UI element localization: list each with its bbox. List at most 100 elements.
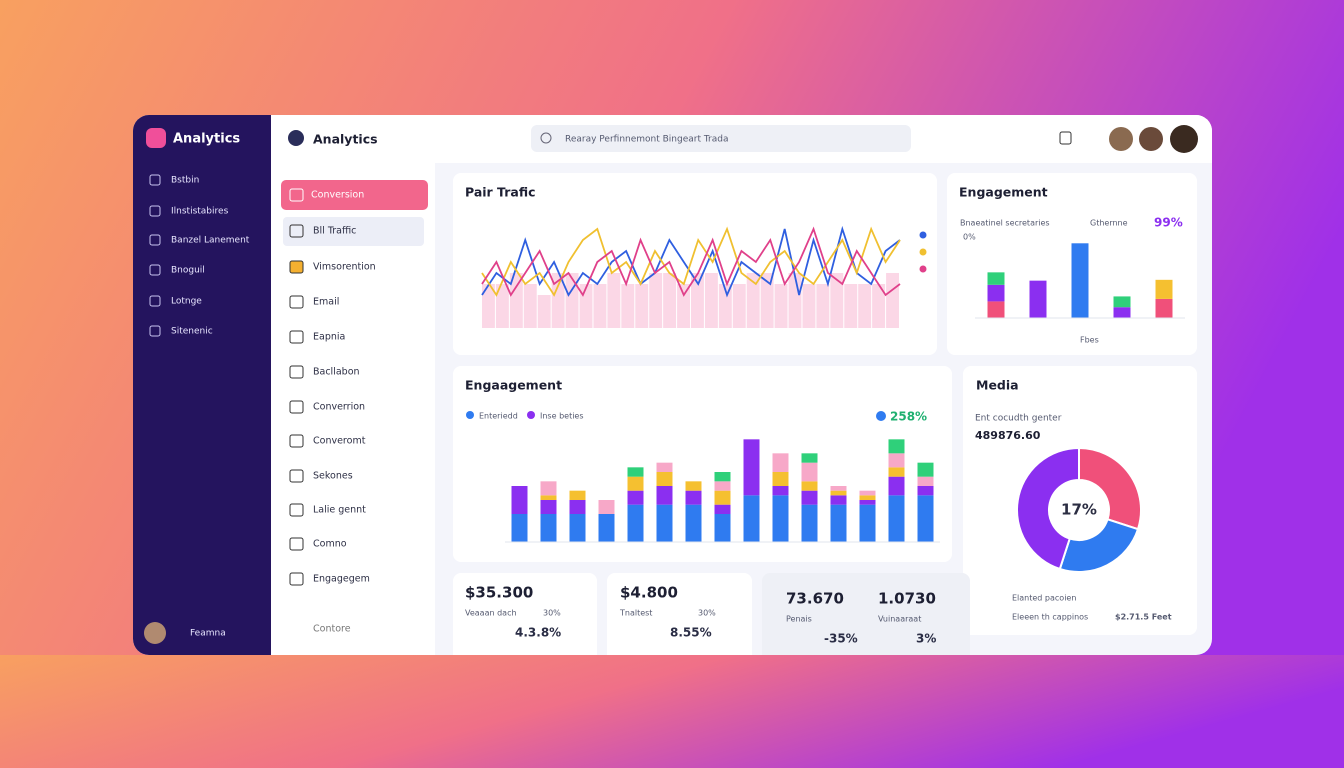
bar-segment: [714, 481, 731, 491]
card: [453, 366, 952, 562]
bar-segment: [859, 504, 876, 542]
search-box[interactable]: [531, 125, 911, 152]
legend-dot: [919, 231, 927, 239]
area-bar: [746, 273, 760, 328]
menu-item[interactable]: Converrion: [313, 402, 365, 413]
sidebar: [133, 115, 271, 655]
bar-segment: [772, 486, 789, 496]
legend: Enteriedd: [479, 412, 518, 421]
avatar[interactable]: [1109, 127, 1133, 151]
menu-item[interactable]: Bacllabon: [313, 367, 360, 378]
menu-item[interactable]: Eapnia: [313, 332, 345, 343]
nav-item[interactable]: Bstbin: [171, 176, 199, 186]
bar-segment: [859, 490, 876, 496]
bar-segment: [714, 472, 731, 482]
menu-icon: [289, 469, 304, 483]
menu-icon: [289, 400, 304, 414]
card-title: Engagement: [959, 185, 1048, 200]
nav-item[interactable]: Lotnge: [171, 297, 202, 307]
menu-item[interactable]: Engagegem: [313, 574, 370, 585]
bar-segment: [627, 467, 644, 477]
menu-item[interactable]: Conversion: [311, 190, 364, 201]
menu-item[interactable]: Lalie gennt: [313, 505, 366, 516]
area-bar: [677, 284, 690, 328]
bar-segment: [830, 504, 847, 542]
menu-item[interactable]: Comno: [313, 539, 347, 550]
stat-value: 73.670: [786, 590, 844, 608]
legend: Gthernne: [1090, 219, 1128, 228]
background-bottom: [0, 655, 1344, 768]
avatar[interactable]: [1139, 127, 1163, 151]
bar-segment: [801, 481, 818, 491]
menu-item[interactable]: Email: [313, 297, 339, 308]
bar-segment: [801, 504, 818, 542]
bar-segment: [569, 514, 586, 542]
area-bar: [565, 273, 579, 328]
bar-segment: [540, 495, 557, 500]
bar-segment: [540, 500, 557, 514]
card-title: Pair Trafic: [465, 185, 536, 200]
bar-segment: [772, 472, 789, 486]
note: Elanted pacoien: [1012, 594, 1076, 603]
bar-segment: [917, 495, 934, 542]
nav-item[interactable]: Bnoguil: [171, 266, 205, 276]
bar-segment: [627, 476, 644, 491]
area-bar: [537, 295, 551, 328]
bar-segment: [569, 500, 586, 514]
bar-segment: [888, 495, 905, 542]
menu-item[interactable]: Converomt: [313, 436, 366, 447]
nav-icon: [149, 205, 161, 217]
menu-icon: [289, 224, 304, 238]
nav-item[interactable]: Ilnstistabires: [171, 207, 229, 217]
bar-segment: [801, 462, 818, 482]
stat-delta: 8.55%: [670, 626, 712, 640]
bar-segment: [1113, 307, 1131, 318]
bar-segment: [888, 439, 905, 454]
bar-segment: [1113, 296, 1131, 308]
stat-value: 1.0730: [878, 590, 936, 608]
menu-item[interactable]: Sekones: [313, 471, 353, 482]
bar-segment: [859, 495, 876, 500]
legend-dot: [919, 248, 927, 256]
bar-segment: [917, 486, 934, 496]
menu-item[interactable]: Bll Traffic: [313, 226, 356, 237]
bar-segment: [772, 453, 789, 472]
brand-icon: [146, 128, 166, 148]
bar-segment: [917, 476, 934, 486]
bar-segment: [656, 504, 673, 542]
avatar[interactable]: [1170, 125, 1198, 153]
legend: Inse beties: [540, 412, 584, 421]
stat-label: Vuinaaraat: [878, 615, 921, 624]
amount: 489876.60: [975, 429, 1041, 442]
area-bar: [718, 284, 732, 328]
stat-delta: 4.3.8%: [515, 626, 561, 640]
bar-segment: [627, 504, 644, 542]
stat-label: Veaaan dach: [465, 609, 517, 618]
card-subtitle: Bnaeatinel secretaries: [960, 219, 1050, 228]
card-title: Engaagement: [465, 378, 562, 393]
stat-value: $4.800: [620, 584, 678, 602]
bar-segment: [1029, 280, 1047, 318]
area-bar: [482, 284, 495, 328]
nav-item[interactable]: Banzel Lanement: [171, 236, 250, 246]
stat-change: 30%: [698, 609, 716, 618]
nav-item[interactable]: Sitenenic: [171, 327, 213, 337]
bar-segment: [987, 301, 1005, 318]
bar-segment: [598, 514, 615, 542]
area-bar: [691, 273, 704, 328]
menu-icon: [289, 295, 304, 309]
bar-segment: [743, 439, 760, 496]
area-bar: [649, 273, 663, 328]
menu-item[interactable]: Vimsorention: [313, 262, 376, 273]
bell-icon[interactable]: [1059, 131, 1072, 145]
stat-label: Tnaltest: [619, 609, 652, 618]
area-bar: [760, 273, 774, 328]
menu-footer[interactable]: Contore: [313, 624, 351, 635]
area-bar: [788, 273, 802, 328]
bar-segment: [685, 481, 702, 491]
menu-icon: [289, 330, 304, 344]
bar-segment: [830, 490, 847, 496]
stat-dot: [876, 411, 886, 421]
area-bar: [732, 284, 746, 328]
bar-segment: [830, 495, 847, 505]
